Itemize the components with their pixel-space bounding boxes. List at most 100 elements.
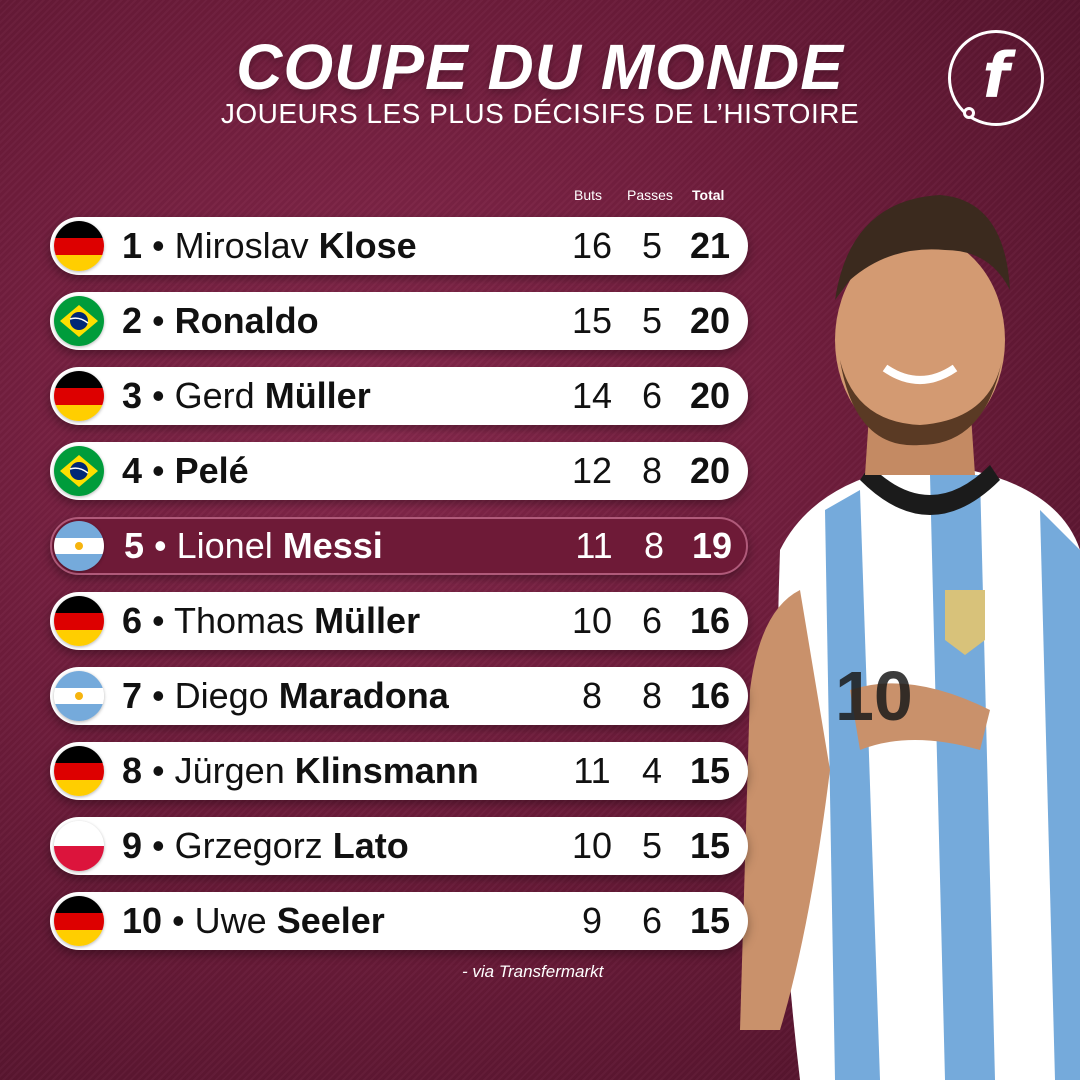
player-total: 15 bbox=[689, 900, 731, 941]
player-last-name: Ronaldo bbox=[174, 300, 319, 341]
player-name: 2 • Ronaldo bbox=[122, 300, 319, 341]
table-row: 10 • Uwe Seeler 9 6 15 bbox=[50, 892, 748, 950]
player-name: 1 • Miroslav Klose bbox=[122, 225, 417, 266]
player-rank: 5 bbox=[124, 525, 145, 566]
player-rank: 6 bbox=[122, 600, 143, 641]
player-total: 20 bbox=[689, 450, 731, 491]
page-title: COUPE DU MONDE bbox=[236, 31, 844, 103]
player-first-name: Gerd bbox=[174, 375, 255, 416]
player-last-name: Pelé bbox=[174, 450, 249, 491]
germany-flag-icon bbox=[54, 371, 104, 421]
column-header-total: Total bbox=[692, 187, 725, 203]
table-row: 8 • Jürgen Klinsmann 11 4 15 bbox=[50, 742, 748, 800]
germany-flag-icon bbox=[54, 896, 104, 946]
player-goals: 10 bbox=[571, 600, 613, 641]
player-goals: 14 bbox=[571, 375, 613, 416]
germany-flag-icon bbox=[54, 596, 104, 646]
player-assists: 5 bbox=[641, 225, 663, 266]
table-row: 3 • Gerd Müller 14 6 20 bbox=[50, 367, 748, 425]
player-rank: 4 bbox=[122, 450, 143, 491]
germany-flag-icon bbox=[54, 746, 104, 796]
table-row: 2 • Ronaldo 15 5 20 bbox=[50, 292, 748, 350]
player-name: 5 • Lionel Messi bbox=[124, 525, 383, 566]
player-rank: 10 bbox=[122, 900, 163, 941]
player-goals: 10 bbox=[571, 825, 613, 866]
player-first-name: Grzegorz bbox=[174, 825, 323, 866]
player-name: 7 • Diego Maradona bbox=[122, 675, 449, 716]
argentina-flag-icon bbox=[54, 521, 104, 571]
player-assists: 5 bbox=[641, 300, 663, 341]
player-rank: 3 bbox=[122, 375, 143, 416]
player-total: 15 bbox=[689, 825, 731, 866]
column-header-buts: Buts bbox=[574, 187, 603, 203]
brazil-flag-icon bbox=[54, 446, 104, 496]
player-first-name: Miroslav bbox=[174, 225, 309, 266]
player-first-name: Diego bbox=[174, 675, 269, 716]
player-last-name: Lato bbox=[332, 825, 409, 866]
player-total: 16 bbox=[689, 600, 731, 641]
player-first-name: Jürgen bbox=[174, 750, 285, 791]
player-rank: 8 bbox=[122, 750, 143, 791]
table-row: 7 • Diego Maradona 8 8 16 bbox=[50, 667, 748, 725]
player-name: 6 • Thomas Müller bbox=[122, 600, 421, 641]
player-assists: 4 bbox=[641, 750, 663, 791]
table-row: 5 • Lionel Messi 11 8 19 bbox=[50, 517, 748, 575]
player-name: 10 • Uwe Seeler bbox=[122, 900, 385, 941]
source-credit: - via Transfermarkt bbox=[462, 962, 604, 981]
player-assists: 6 bbox=[641, 900, 663, 941]
argentina-flag-icon bbox=[54, 671, 104, 721]
table-row: 6 • Thomas Müller 10 6 16 bbox=[50, 592, 748, 650]
player-total: 19 bbox=[691, 525, 733, 566]
player-last-name: Messi bbox=[282, 525, 383, 566]
germany-flag-icon bbox=[54, 221, 104, 271]
logo-letter: f bbox=[982, 39, 1010, 112]
brand-logo: f bbox=[948, 30, 1044, 126]
table-row: 4 • Pelé 12 8 20 bbox=[50, 442, 748, 500]
player-assists: 8 bbox=[641, 450, 663, 491]
player-total: 21 bbox=[689, 225, 731, 266]
player-goals: 9 bbox=[581, 900, 603, 941]
player-total: 20 bbox=[689, 300, 731, 341]
player-goals: 12 bbox=[571, 450, 613, 491]
player-last-name: Klose bbox=[318, 225, 417, 266]
logo-dot-icon bbox=[963, 107, 975, 119]
svg-text:10: 10 bbox=[835, 657, 913, 735]
brazil-flag-icon bbox=[54, 296, 104, 346]
player-assists: 8 bbox=[641, 675, 663, 716]
column-header-passes: Passes bbox=[627, 187, 673, 203]
player-rank: 9 bbox=[122, 825, 143, 866]
player-name: 9 • Grzegorz Lato bbox=[122, 825, 409, 866]
player-first-name: Uwe bbox=[194, 900, 267, 941]
player-goals: 15 bbox=[571, 300, 613, 341]
page-subtitle: JOUEURS LES PLUS DÉCISIFS DE L’HISTOIRE bbox=[220, 98, 860, 129]
player-total: 15 bbox=[689, 750, 731, 791]
player-last-name: Seeler bbox=[276, 900, 385, 941]
player-assists: 6 bbox=[641, 600, 663, 641]
player-goals: 11 bbox=[575, 525, 613, 566]
table-row: 9 • Grzegorz Lato 10 5 15 bbox=[50, 817, 748, 875]
player-assists: 6 bbox=[641, 375, 663, 416]
table-row: 1 • Miroslav Klose 16 5 21 bbox=[50, 217, 748, 275]
player-rank: 2 bbox=[122, 300, 143, 341]
player-last-name: Müller bbox=[314, 600, 421, 641]
player-first-name: Lionel bbox=[176, 525, 273, 566]
player-name: 8 • Jürgen Klinsmann bbox=[122, 750, 479, 791]
player-goals: 8 bbox=[581, 675, 603, 716]
player-total: 16 bbox=[689, 675, 731, 716]
player-assists: 8 bbox=[643, 525, 665, 566]
player-assists: 5 bbox=[641, 825, 663, 866]
player-first-name: Thomas bbox=[174, 600, 305, 641]
player-name: 3 • Gerd Müller bbox=[122, 375, 371, 416]
player-goals: 16 bbox=[571, 225, 613, 266]
player-goals: 11 bbox=[573, 750, 611, 791]
player-last-name: Maradona bbox=[278, 675, 449, 716]
player-last-name: Klinsmann bbox=[294, 750, 479, 791]
poland-flag-icon bbox=[54, 821, 104, 871]
player-rank: 7 bbox=[122, 675, 143, 716]
player-name: 4 • Pelé bbox=[122, 450, 249, 491]
player-photo: 10 bbox=[740, 195, 1080, 1080]
player-last-name: Müller bbox=[264, 375, 371, 416]
player-total: 20 bbox=[689, 375, 731, 416]
player-rank: 1 bbox=[122, 225, 143, 266]
